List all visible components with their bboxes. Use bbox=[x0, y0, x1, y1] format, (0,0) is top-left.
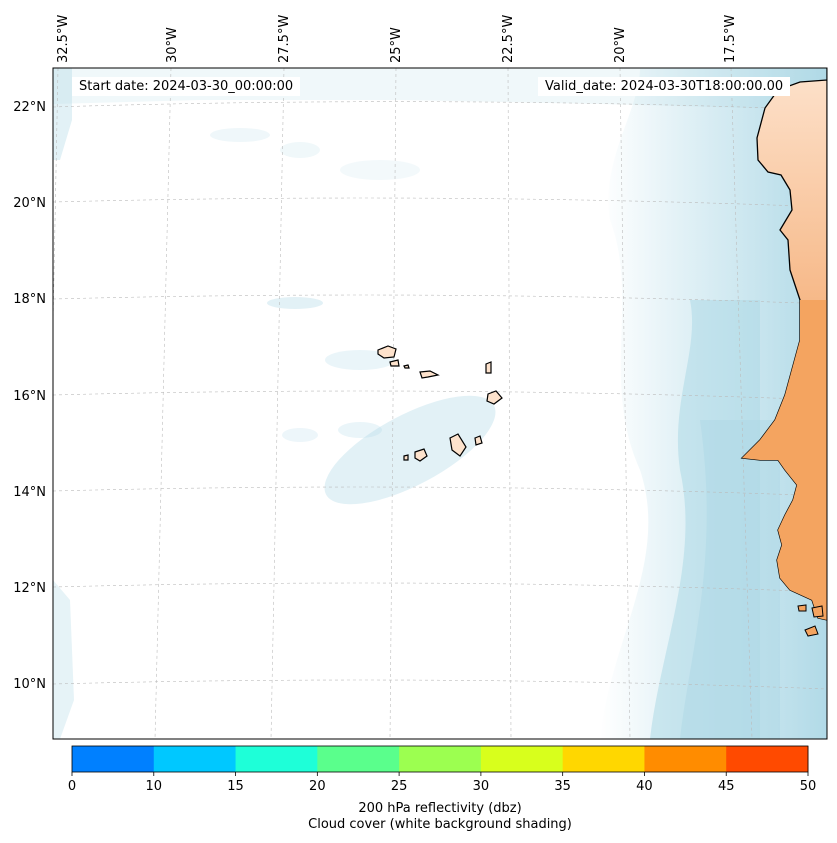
graticule bbox=[53, 68, 827, 739]
lat-label: 18°N bbox=[13, 292, 46, 307]
valid-date-label: Valid_date: 2024-03-30T18:00:00.00 bbox=[538, 77, 791, 96]
colorbar: 0 10 15 20 25 30 35 40 45 50 bbox=[68, 745, 817, 794]
cape-verde-islands bbox=[377, 345, 503, 462]
colorbar-sublabel: Cloud cover (white background shading) bbox=[308, 817, 572, 832]
lon-label: 27.5°W bbox=[277, 15, 292, 63]
parallel-line bbox=[53, 390, 827, 401]
colorbar-tick-label: 25 bbox=[391, 779, 408, 794]
island-sao-nicolau bbox=[419, 370, 440, 379]
colorbar-segment bbox=[726, 746, 809, 772]
island-fogo bbox=[414, 448, 428, 462]
parallel-line bbox=[53, 294, 827, 305]
meridian-line bbox=[154, 68, 172, 739]
parallel-line bbox=[53, 101, 827, 111]
meridian-line bbox=[270, 68, 285, 739]
parallel-line bbox=[53, 197, 827, 208]
lat-label: 22°N bbox=[13, 100, 46, 115]
lat-label: 14°N bbox=[13, 485, 46, 500]
colorbar-segment bbox=[399, 746, 482, 772]
island-boa-vista bbox=[486, 390, 503, 405]
lon-label: 20°W bbox=[613, 27, 628, 63]
lon-label: 17.5°W bbox=[723, 15, 738, 63]
meridian-line bbox=[507, 68, 512, 739]
colorbar-segment bbox=[644, 746, 727, 772]
colorbar-segment bbox=[317, 746, 400, 772]
map-frame bbox=[52, 67, 828, 740]
parallel-line bbox=[53, 486, 827, 497]
island-santa-luzia bbox=[403, 364, 410, 369]
colorbar-segment bbox=[235, 746, 318, 772]
lat-label: 16°N bbox=[13, 389, 46, 404]
lat-label: 10°N bbox=[13, 677, 46, 692]
island-maio bbox=[474, 435, 483, 446]
island-santiago bbox=[449, 433, 467, 457]
island-sao-vicente bbox=[389, 359, 400, 367]
lon-label: 25°W bbox=[389, 27, 404, 63]
lon-label: 32.5°W bbox=[56, 15, 71, 63]
island-brava bbox=[403, 454, 409, 461]
colorbar-tick-label: 20 bbox=[309, 779, 326, 794]
colorbar-segment bbox=[153, 746, 237, 772]
colorbar-label: 200 hPa reflectivity (dbz) bbox=[358, 801, 522, 816]
colorbar-tick-label: 40 bbox=[636, 779, 653, 794]
colorbar-tick-label: 10 bbox=[146, 779, 163, 794]
meridian-line bbox=[389, 68, 397, 739]
colorbar-tick-label: 45 bbox=[718, 779, 735, 794]
island-sal bbox=[485, 361, 492, 374]
lat-label: 20°N bbox=[13, 196, 46, 211]
colorbar-tick-label: 50 bbox=[800, 779, 817, 794]
start-date-label: Start date: 2024-03-30_00:00:00 bbox=[72, 77, 301, 96]
island-santo-antao bbox=[377, 345, 397, 359]
colorbar-tick-label: 0 bbox=[68, 779, 76, 794]
colorbar-title: 200 hPa reflectivity (dbz) Cloud cover (… bbox=[0, 801, 837, 833]
parallel-line bbox=[53, 582, 827, 593]
coastal-land-fill bbox=[742, 300, 827, 620]
lon-label: 22.5°W bbox=[501, 15, 516, 63]
lon-label: 30°W bbox=[165, 27, 180, 63]
colorbar-tick-label: 35 bbox=[554, 779, 571, 794]
colorbar-frame bbox=[71, 745, 809, 773]
meridian-line bbox=[730, 68, 753, 739]
colorbar-segment bbox=[562, 746, 645, 772]
colorbar-segment bbox=[72, 746, 155, 772]
parallel-line bbox=[53, 679, 827, 690]
colorbar-tick-label: 30 bbox=[473, 779, 490, 794]
meridian-line bbox=[619, 68, 631, 739]
lat-label: 12°N bbox=[13, 581, 46, 596]
colorbar-segment bbox=[480, 746, 564, 772]
colorbar-tick-label: 15 bbox=[227, 779, 244, 794]
bijagos-islands bbox=[797, 604, 824, 637]
